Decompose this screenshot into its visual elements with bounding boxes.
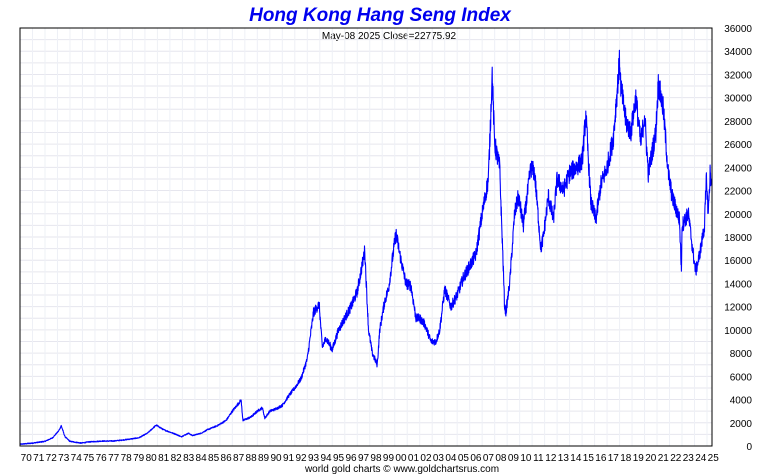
y-tick-label: 18000: [724, 233, 752, 244]
chart-subtitle: May-08 2025 Close=22775.92: [322, 31, 457, 42]
x-tick-label: 96: [345, 453, 357, 464]
x-tick-label: 15: [583, 453, 595, 464]
x-axis-ticks: 70 71 72 73 74 75 76 77 78 79 80 81 82 83 84 85 86 87 88 89…: [21, 453, 720, 464]
y-tick-label: 10000: [724, 326, 752, 337]
x-tick-label: 21: [658, 453, 670, 464]
x-tick-label: 23: [683, 453, 695, 464]
x-tick-label: 19: [633, 453, 645, 464]
x-tick-label: 16: [595, 453, 607, 464]
y-tick-label: 2000: [730, 419, 753, 430]
x-tick-label: 84: [196, 453, 208, 464]
x-tick-label: 17: [608, 453, 620, 464]
x-tick-label: 13: [558, 453, 570, 464]
x-tick-label: 01: [408, 453, 420, 464]
x-tick-label: 22: [670, 453, 682, 464]
x-tick-label: 00: [395, 453, 407, 464]
x-tick-label: 78: [121, 453, 133, 464]
series-layer: [19, 49, 712, 445]
y-tick-label: 22000: [724, 187, 752, 198]
x-tick-label: 77: [108, 453, 120, 464]
x-tick-label: 99: [383, 453, 395, 464]
x-tick-label: 90: [271, 453, 283, 464]
x-tick-label: 09: [508, 453, 520, 464]
y-tick-label: 34000: [724, 47, 752, 58]
x-tick-label: 74: [71, 453, 83, 464]
x-tick-label: 07: [483, 453, 495, 464]
x-tick-label: 88: [246, 453, 258, 464]
y-tick-label: 20000: [724, 210, 752, 221]
x-tick-label: 86: [221, 453, 233, 464]
x-tick-label: 12: [545, 453, 557, 464]
x-tick-label: 87: [233, 453, 245, 464]
x-tick-label: 75: [83, 453, 95, 464]
x-tick-label: 93: [308, 453, 320, 464]
y-tick-label: 6000: [730, 372, 753, 383]
x-tick-label: 91: [283, 453, 295, 464]
x-tick-label: 71: [33, 453, 45, 464]
x-tick-label: 25: [708, 453, 720, 464]
x-tick-label: 11: [533, 453, 544, 464]
x-tick-label: 20: [645, 453, 657, 464]
x-tick-label: 98: [370, 453, 382, 464]
x-tick-label: 14: [570, 453, 582, 464]
plot-frame: [19, 27, 713, 447]
x-tick-label: 24: [695, 453, 707, 464]
x-tick-label: 06: [470, 453, 482, 464]
x-tick-label: 95: [333, 453, 345, 464]
x-tick-label: 81: [158, 453, 170, 464]
y-tick-label: 32000: [724, 70, 752, 81]
x-tick-label: 70: [21, 453, 33, 464]
y-tick-label: 12000: [724, 303, 752, 314]
x-tick-label: 80: [146, 453, 158, 464]
x-tick-label: 02: [420, 453, 432, 464]
x-tick-label: 73: [58, 453, 70, 464]
y-tick-label: 16000: [724, 256, 752, 267]
y-axis-ticks: 0 2000 4000 6000 8000 10000 12000 14000 16000 180…: [724, 24, 752, 453]
chart-footer: world gold charts © www.goldchartsrus.co…: [304, 464, 499, 475]
price-series-line: [19, 49, 712, 445]
x-tick-label: 79: [133, 453, 145, 464]
y-tick-label: 4000: [730, 396, 753, 407]
x-tick-label: 18: [620, 453, 632, 464]
y-tick-label: 24000: [724, 163, 752, 174]
x-tick-label: 72: [46, 453, 58, 464]
x-tick-label: 85: [208, 453, 220, 464]
y-tick-label: 28000: [724, 117, 752, 128]
x-tick-label: 10: [520, 453, 532, 464]
x-tick-label: 82: [171, 453, 183, 464]
x-tick-label: 92: [295, 453, 307, 464]
y-tick-label: 36000: [724, 24, 752, 35]
chart-title: Hong Kong Hang Seng Index: [249, 5, 512, 26]
x-tick-label: 03: [433, 453, 445, 464]
y-tick-label: 14000: [724, 279, 752, 290]
x-tick-label: 04: [445, 453, 457, 464]
y-tick-label: 8000: [730, 349, 753, 360]
x-tick-label: 89: [258, 453, 270, 464]
y-tick-label: 0: [746, 442, 752, 453]
y-tick-label: 30000: [724, 94, 752, 105]
x-tick-label: 76: [96, 453, 108, 464]
x-tick-label: 97: [358, 453, 370, 464]
x-tick-label: 08: [495, 453, 507, 464]
x-tick-label: 05: [458, 453, 470, 464]
y-tick-label: 26000: [724, 140, 752, 151]
x-tick-label: 83: [183, 453, 195, 464]
x-tick-label: 94: [320, 453, 332, 464]
